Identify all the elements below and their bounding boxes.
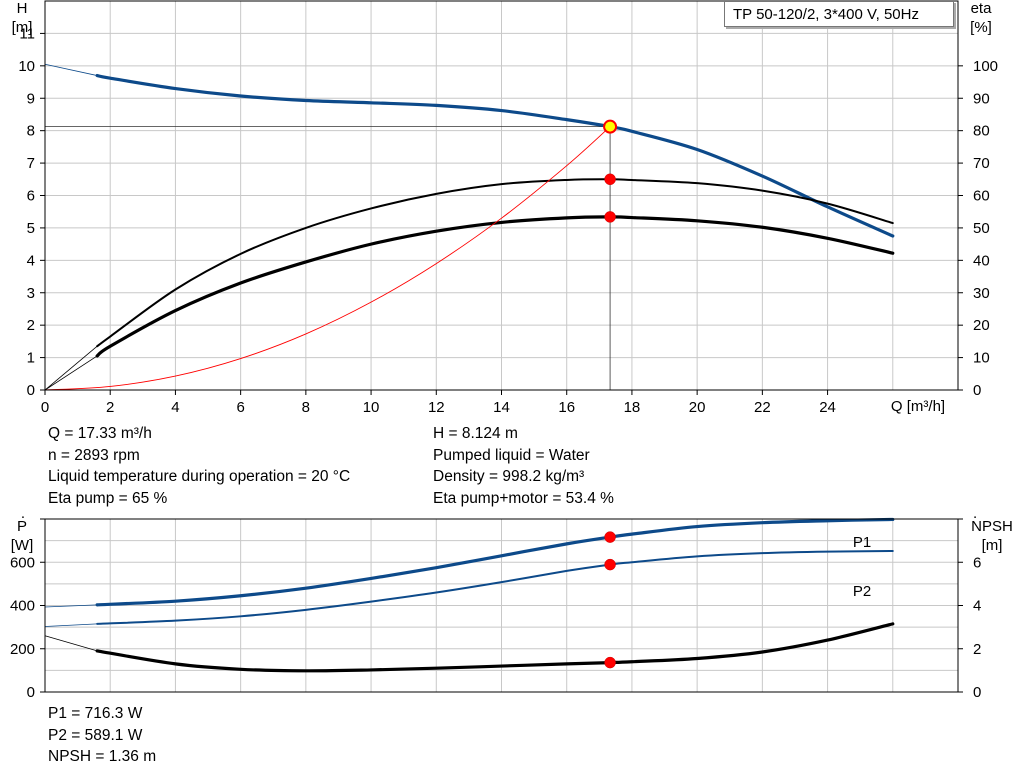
eta-tick-label: 90 xyxy=(973,90,990,107)
p-tick-label: 0 xyxy=(27,684,35,701)
npsh-axis-title: NPSH xyxy=(971,518,1013,535)
eta-tick-label: 80 xyxy=(973,123,990,140)
h-tick-label: 5 xyxy=(27,220,35,237)
h-tick-label: 7 xyxy=(27,155,35,172)
eta-axis-title: eta xyxy=(971,0,993,17)
bottom-series-line-5 xyxy=(44,635,98,652)
x-tick-label: 12 xyxy=(428,399,445,416)
top-chart-curves xyxy=(44,63,895,391)
p-tick-label: 400 xyxy=(10,598,35,615)
x-tick-label: 22 xyxy=(754,399,771,416)
npsh-readout: NPSH = 1.36 m xyxy=(48,748,157,765)
top-series-line-5 xyxy=(44,355,98,391)
npsh-tick-label: 4 xyxy=(973,598,981,615)
x-tick-label: 6 xyxy=(236,399,244,416)
x-tick-label: 14 xyxy=(493,399,510,416)
npsh-tick-label: 2 xyxy=(973,641,981,658)
h-tick-label: 10 xyxy=(18,58,35,75)
top-series-line-1 xyxy=(44,63,98,76)
top-series-line-0 xyxy=(95,73,895,238)
h-tick-label: 9 xyxy=(27,90,35,107)
pumped-liquid-readout: Pumped liquid = Water xyxy=(433,446,590,464)
h-tick-label: 8 xyxy=(27,123,35,140)
h-tick-label: 1 xyxy=(27,350,35,367)
p-tick-label: 600 xyxy=(10,554,35,571)
top-chart-grid xyxy=(44,0,959,391)
top-series-line-6 xyxy=(44,126,611,391)
top-duty-point-marker xyxy=(603,119,618,134)
eta-pump-motor-readout: Eta pump+motor = 53.4 % xyxy=(433,489,614,507)
eta-tick-label: 50 xyxy=(973,220,990,237)
x-tick-label: 8 xyxy=(302,399,310,416)
top-series-line-3 xyxy=(95,215,895,358)
npsh-tick-label: 0 xyxy=(973,684,981,701)
flow-rate-readout: Q = 17.33 m³/h xyxy=(48,425,152,442)
bottom-operating-point-marker-0 xyxy=(604,531,616,543)
x-tick-label: 20 xyxy=(689,399,706,416)
chart-axes xyxy=(40,0,963,693)
x-tick-label: 24 xyxy=(819,399,836,416)
h-tick-label: 4 xyxy=(27,252,35,269)
bottom-operating-point-marker-2 xyxy=(604,656,616,669)
npsh-tick-dot: . xyxy=(973,505,977,522)
top-series-line-4 xyxy=(44,345,98,391)
operating-info-left: Q = 17.33 m³/h n = 2893 rpm Liquid tempe… xyxy=(48,423,350,509)
bottom-chart-curves xyxy=(44,517,895,673)
eta-tick-label: 60 xyxy=(973,188,990,205)
h-tick-label: 11 xyxy=(19,25,35,42)
eta-tick-label: 40 xyxy=(973,252,990,269)
p1-series-label: P1 xyxy=(853,534,871,551)
bottom-series-line-1 xyxy=(96,550,894,625)
speed-readout: n = 2893 rpm xyxy=(48,446,140,464)
q-axis-title: Q [m³/h] xyxy=(891,398,945,415)
eta-tick-label: 30 xyxy=(973,285,990,302)
operating-info-right: H = 8.124 m Pumped liquid = Water Densit… xyxy=(433,423,614,509)
p-axis-title: P xyxy=(17,518,27,535)
x-tick-label: 10 xyxy=(363,399,380,416)
chart-tick-labels: 0 2 4 6 8 10 12 14 16 18 20 22 240123456789101101020… xyxy=(10,0,1013,701)
h-tick-label: 2 xyxy=(27,317,35,334)
eta-tick-label: 20 xyxy=(973,317,990,334)
x-tick-label: 0 xyxy=(41,399,49,416)
density-readout: Density = 998.2 kg/m³ xyxy=(433,468,585,485)
top-series-line-2 xyxy=(96,178,894,348)
p-tick-label: 200 xyxy=(10,641,35,658)
eta-axis-title: [%] xyxy=(970,19,992,36)
h-axis-title: [m] xyxy=(12,19,33,36)
head-readout: H = 8.124 m xyxy=(433,425,518,442)
top-operating-point-marker-2 xyxy=(604,211,616,223)
bottom-operating-point-marker-1 xyxy=(604,558,616,571)
x-tick-label: 4 xyxy=(171,399,179,416)
eta-tick-label: 0 xyxy=(973,382,981,399)
bottom-series-line-4 xyxy=(95,622,895,673)
p1-readout: P1 = 716.3 W xyxy=(48,705,143,722)
x-tick-label: 2 xyxy=(106,399,114,416)
top-operating-point-marker-1 xyxy=(604,173,616,186)
bottom-series-line-3 xyxy=(44,623,98,627)
bottom-series-line-0 xyxy=(95,517,895,607)
p2-readout: P2 = 589.1 W xyxy=(48,726,143,744)
npsh-tick-label: 6 xyxy=(973,554,981,571)
eta-tick-label: 10 xyxy=(973,350,990,367)
bottom-series-line-2 xyxy=(44,604,98,608)
h-tick-label: 3 xyxy=(27,285,35,302)
p2-series-label: P2 xyxy=(853,583,871,600)
npsh-axis-title: [m] xyxy=(982,537,1003,554)
x-tick-label: 18 xyxy=(624,399,641,416)
chart-markers xyxy=(603,119,618,669)
h-axis-title: H xyxy=(17,0,28,17)
x-tick-label: 16 xyxy=(558,399,575,416)
p-tick-dot: . xyxy=(21,505,25,522)
eta-pump-readout: Eta pump = 65 % xyxy=(48,489,168,507)
p-axis-title: [W] xyxy=(11,537,34,554)
h-tick-label: 6 xyxy=(27,188,35,205)
liquid-temperature-readout: Liquid temperature during operation = 20… xyxy=(48,468,351,485)
eta-tick-label: 100 xyxy=(973,58,998,75)
h-tick-label: 0 xyxy=(27,382,35,399)
power-info: P1 = 716.3 W P2 = 589.1 W NPSH = 1.36 m xyxy=(48,703,156,768)
eta-tick-label: 70 xyxy=(973,155,990,172)
pump-model-label: TP 50-120/2, 3*400 V, 50Hz xyxy=(724,1,954,27)
